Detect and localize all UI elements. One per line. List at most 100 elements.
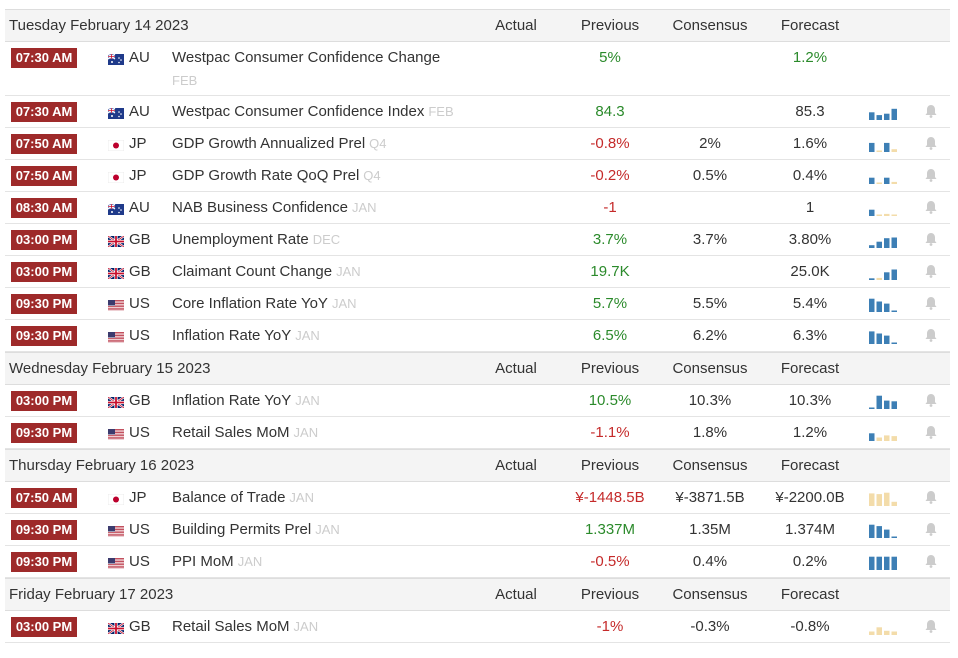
time-badge: 09:30 PM [11, 520, 77, 540]
previous-value: 5% [599, 49, 621, 66]
event-row[interactable]: 03:00 PM GB Retail Sales MoM JAN -1% -0.3% -0.… [5, 611, 950, 643]
time-badge: 07:50 AM [11, 134, 77, 154]
bell-icon[interactable] [923, 553, 939, 569]
bell-icon[interactable] [923, 489, 939, 505]
consensus-value: -0.3% [690, 618, 730, 635]
sparkline-bar [884, 238, 890, 248]
gb-flag-icon [107, 234, 125, 248]
event-row[interactable]: 09:30 PM US Core Inflation Rate YoY JAN 5.7%… [5, 288, 950, 320]
time-badge: 03:00 PM [11, 262, 77, 282]
event-link[interactable]: Westpac Consumer Confidence Index FEB [172, 103, 454, 120]
event-link[interactable]: Retail Sales MoM JAN [172, 424, 318, 441]
sparkline-bar [869, 278, 875, 280]
bell-icon[interactable] [923, 231, 939, 247]
previous-value: ¥-1448.5B [575, 489, 645, 506]
sparkline-bar [884, 435, 890, 441]
sparkline-chart[interactable] [869, 104, 899, 120]
sparkline-chart[interactable] [869, 425, 899, 441]
sparkline-bar [869, 209, 875, 216]
event-row[interactable]: 09:30 PM US Building Permits Prel JAN 1.337M… [5, 514, 950, 546]
event-row[interactable]: 09:30 PM US PPI MoM JAN -0.5% 0.4% 0.2% [5, 546, 950, 578]
country-code: US [129, 424, 150, 441]
event-name: Claimant Count Change [172, 263, 333, 280]
event-row[interactable]: 08:30 AM AU NAB Business Confidence JAN -1 1 [5, 192, 950, 224]
sparkline-chart[interactable] [869, 136, 899, 152]
event-link[interactable]: Inflation Rate YoY JAN [172, 327, 320, 344]
event-row[interactable]: 09:30 PM US Retail Sales MoM JAN -1.1% 1.8% 1.… [5, 417, 950, 449]
event-link[interactable]: NAB Business Confidence JAN [172, 199, 377, 216]
bell-icon[interactable] [923, 167, 939, 183]
event-row[interactable]: 03:00 PM GB Unemployment Rate DEC 3.7% 3.7% 3.… [5, 224, 950, 256]
event-name: Inflation Rate YoY [172, 327, 292, 344]
country-code: GB [129, 231, 151, 248]
event-row[interactable]: 09:30 PM US Inflation Rate YoY JAN 6.5% 6.2% 6… [5, 320, 950, 352]
bell-icon[interactable] [923, 199, 939, 215]
event-link[interactable]: Westpac Consumer Confidence Change [172, 49, 440, 66]
us-flag-icon [108, 556, 124, 569]
country-code: GB [129, 618, 151, 635]
event-name: PPI MoM [172, 553, 234, 570]
bell-icon[interactable] [923, 295, 939, 311]
economic-calendar: Tuesday February 14 2023 Actual Previous Co… [5, 9, 950, 643]
event-row[interactable]: 07:50 AM JP Balance of Trade JAN ¥-1448.5B ¥-… [5, 482, 950, 514]
sparkline-chart[interactable] [869, 554, 899, 570]
event-link[interactable]: Inflation Rate YoY JAN [172, 392, 320, 409]
country-code: US [129, 521, 150, 538]
event-link[interactable]: Core Inflation Rate YoY JAN [172, 295, 357, 312]
event-row[interactable]: 07:30 AM AU Westpac Consumer Confidence In… [5, 96, 950, 128]
event-link[interactable]: GDP Growth Annualized Prel Q4 [172, 135, 387, 152]
sparkline-chart[interactable] [869, 619, 899, 635]
sparkline-chart[interactable] [869, 264, 899, 280]
event-link[interactable]: Claimant Count Change JAN [172, 263, 361, 280]
country-code: US [129, 295, 150, 312]
country-code: AU [129, 103, 150, 120]
event-name: GDP Growth Annualized Prel [172, 135, 366, 152]
bell-icon[interactable] [923, 521, 939, 537]
event-row[interactable]: 07:50 AM JP GDP Growth Annualized Prel Q4 -0… [5, 128, 950, 160]
event-link[interactable]: Building Permits Prel JAN [172, 521, 340, 538]
sparkline-chart[interactable] [869, 393, 899, 409]
event-row[interactable]: 03:00 PM GB Claimant Count Change JAN 19.7K 2… [5, 256, 950, 288]
consensus-value: ¥-3871.5B [675, 489, 745, 506]
sparkline-bar [869, 493, 875, 506]
bell-icon[interactable] [923, 424, 939, 440]
sparkline-bar [891, 401, 897, 409]
sparkline-chart[interactable] [869, 522, 899, 538]
bell-icon[interactable] [923, 327, 939, 343]
sparkline-bar [884, 303, 890, 312]
sparkline-bar [876, 494, 882, 506]
bell-icon[interactable] [923, 135, 939, 151]
sparkline-bar [891, 436, 897, 441]
bell-icon[interactable] [923, 263, 939, 279]
event-link[interactable]: PPI MoM JAN [172, 553, 262, 570]
sparkline-bar [869, 142, 875, 152]
forecast-value: 1.6% [792, 135, 828, 152]
event-link[interactable]: Balance of Trade JAN [172, 489, 314, 506]
sparkline-chart[interactable] [869, 200, 899, 216]
sparkline-chart[interactable] [869, 296, 899, 312]
sparkline-bar [869, 298, 875, 312]
event-row[interactable]: 03:00 PM GB Inflation Rate YoY JAN 10.5% 10.3… [5, 385, 950, 417]
sparkline-chart[interactable] [869, 490, 899, 506]
sparkline-chart[interactable] [869, 328, 899, 344]
consensus-value: 3.7% [692, 231, 728, 248]
event-row[interactable]: 07:50 AM JP GDP Growth Rate QoQ Prel Q4 -0.2… [5, 160, 950, 192]
bell-icon[interactable] [923, 103, 939, 119]
sparkline-bar [891, 269, 897, 280]
event-row[interactable]: 07:30 AM AU Westpac Consumer Confidence Ch… [5, 42, 950, 96]
gb-flag-icon [107, 395, 125, 409]
sparkline-bar [876, 301, 882, 312]
bell-icon[interactable] [923, 618, 939, 634]
time-badge: 07:50 AM [11, 488, 77, 508]
sparkline-chart[interactable] [869, 232, 899, 248]
event-link[interactable]: Retail Sales MoM JAN [172, 618, 318, 635]
country-code: AU [129, 199, 150, 216]
country-code: US [129, 553, 150, 570]
event-link[interactable]: Unemployment Rate DEC [172, 231, 340, 248]
sparkline-bar [884, 272, 890, 280]
bell-icon[interactable] [923, 392, 939, 408]
event-name: Inflation Rate YoY [172, 392, 292, 409]
event-period: JAN [315, 522, 340, 537]
sparkline-chart[interactable] [869, 168, 899, 184]
event-link[interactable]: GDP Growth Rate QoQ Prel Q4 [172, 167, 381, 184]
